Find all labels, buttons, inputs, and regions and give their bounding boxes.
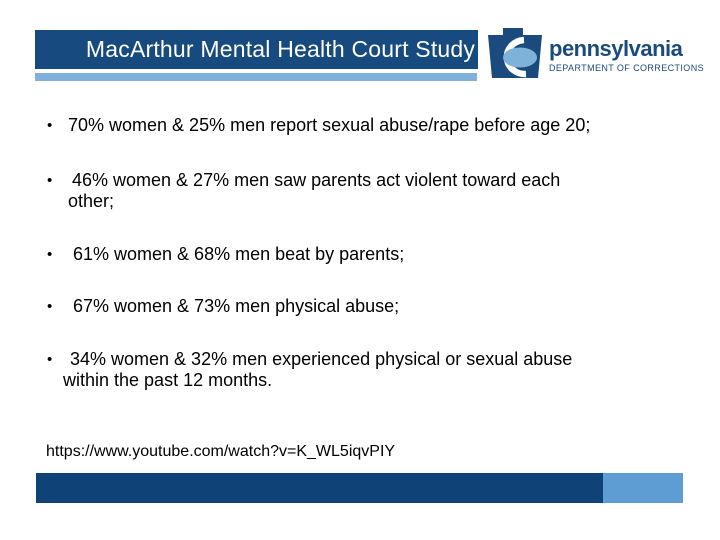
- bullet-marker: •: [47, 117, 53, 134]
- slide-title: MacArthur Mental Health Court Study: [85, 36, 476, 62]
- bullet-text: 46% women & 27% men saw parents act viol…: [68, 170, 561, 211]
- bullet-item-4: • 67% women & 73% men physical abuse;: [0, 296, 720, 317]
- bullet-marker: •: [47, 298, 53, 315]
- bullet-item-1: • 70% women & 25% men report sexual abus…: [0, 115, 720, 136]
- bullet-marker: •: [47, 172, 53, 189]
- bullet-item-2: • 46% women & 27% men saw parents act vi…: [0, 170, 720, 212]
- bullet-text: 70% women & 25% men report sexual abuse/…: [68, 115, 591, 135]
- bullet-item-3: • 61% women & 68% men beat by parents;: [0, 244, 720, 265]
- bullet-text: 34% women & 32% men experienced physical…: [63, 349, 573, 390]
- logo-division-text: DEPARTMENT OF CORRECTIONS: [549, 63, 705, 73]
- bullet-item-5: • 34% women & 32% men experienced physic…: [0, 349, 720, 391]
- title-bar: MacArthur Mental Health Court Study: [35, 30, 478, 69]
- keystone-icon: [488, 28, 542, 78]
- bullet-marker: •: [47, 246, 53, 263]
- title-accent-stripe: [35, 73, 477, 81]
- logo-brand-text: pennsylvania: [549, 36, 683, 61]
- bullet-marker: •: [47, 351, 53, 368]
- footer-accent-segment: [603, 473, 683, 503]
- bullet-text: 67% women & 73% men physical abuse;: [73, 296, 400, 316]
- footer-bar: [36, 473, 683, 503]
- video-link[interactable]: https://www.youtube.com/watch?v=K_WL5iqv…: [46, 443, 396, 460]
- bullet-text: 61% women & 68% men beat by parents;: [73, 244, 405, 264]
- pa-doc-logo: pennsylvania DEPARTMENT OF CORRECTIONS: [488, 28, 704, 78]
- logo-wordmark: pennsylvania DEPARTMENT OF CORRECTIONS: [549, 28, 705, 74]
